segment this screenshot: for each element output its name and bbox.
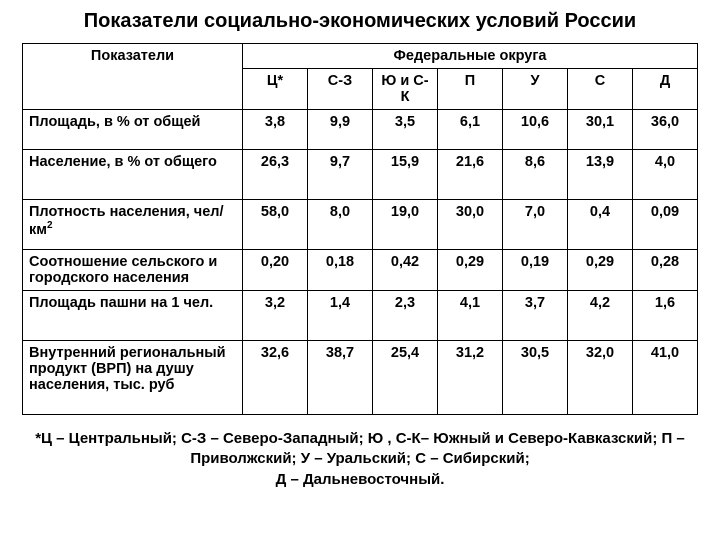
value-cell: 15,9	[373, 150, 438, 200]
page-root: Показатели социально-экономических услов…	[0, 0, 720, 540]
value-cell: 30,0	[438, 200, 503, 250]
value-cell: 31,2	[438, 341, 503, 415]
value-cell: 26,3	[243, 150, 308, 200]
value-cell: 25,4	[373, 341, 438, 415]
col-district-1: С-З	[308, 69, 373, 110]
footnote-line-1: *Ц – Центральный; С-З – Северо-Западный;…	[35, 430, 685, 467]
col-districts-group: Федеральные округа	[243, 44, 698, 69]
table-row: Площадь, в % от общей3,89,93,56,110,630,…	[23, 110, 698, 150]
value-cell: 1,6	[633, 291, 698, 341]
table-header: Показатели Федеральные округа Ц* С-З Ю и…	[23, 44, 698, 110]
table-body: Площадь, в % от общей3,89,93,56,110,630,…	[23, 110, 698, 415]
indicator-cell: Плотность населения, чел/км2	[23, 200, 243, 250]
page-title: Показатели социально-экономических услов…	[22, 10, 698, 33]
value-cell: 32,6	[243, 341, 308, 415]
value-cell: 3,5	[373, 110, 438, 150]
value-cell: 1,4	[308, 291, 373, 341]
value-cell: 8,0	[308, 200, 373, 250]
value-cell: 30,5	[503, 341, 568, 415]
value-cell: 0,29	[568, 250, 633, 291]
value-cell: 4,2	[568, 291, 633, 341]
col-district-6: Д	[633, 69, 698, 110]
table-row: Население, в % от общего26,39,715,921,68…	[23, 150, 698, 200]
value-cell: 32,0	[568, 341, 633, 415]
value-cell: 19,0	[373, 200, 438, 250]
indicator-cell: Площадь пашни на 1 чел.	[23, 291, 243, 341]
value-cell: 7,0	[503, 200, 568, 250]
value-cell: 13,9	[568, 150, 633, 200]
value-cell: 2,3	[373, 291, 438, 341]
header-row-1: Показатели Федеральные округа	[23, 44, 698, 69]
col-district-4: У	[503, 69, 568, 110]
table-row: Соотношение сельского и городского насел…	[23, 250, 698, 291]
col-district-2: Ю и С-К	[373, 69, 438, 110]
value-cell: 0,29	[438, 250, 503, 291]
value-cell: 8,6	[503, 150, 568, 200]
value-cell: 9,7	[308, 150, 373, 200]
table-row: Площадь пашни на 1 чел.3,21,42,34,13,74,…	[23, 291, 698, 341]
value-cell: 0,09	[633, 200, 698, 250]
footnote: *Ц – Центральный; С-З – Северо-Западный;…	[22, 429, 698, 490]
table-row: Внутренний региональный продукт (ВРП) на…	[23, 341, 698, 415]
col-district-3: П	[438, 69, 503, 110]
value-cell: 41,0	[633, 341, 698, 415]
col-indicators: Показатели	[23, 44, 243, 110]
value-cell: 21,6	[438, 150, 503, 200]
value-cell: 3,7	[503, 291, 568, 341]
value-cell: 3,8	[243, 110, 308, 150]
value-cell: 6,1	[438, 110, 503, 150]
value-cell: 0,18	[308, 250, 373, 291]
indicator-cell: Площадь, в % от общей	[23, 110, 243, 150]
indicator-cell: Население, в % от общего	[23, 150, 243, 200]
col-district-0: Ц*	[243, 69, 308, 110]
value-cell: 30,1	[568, 110, 633, 150]
footnote-line-2: Д – Дальневосточный.	[276, 471, 445, 488]
data-table: Показатели Федеральные округа Ц* С-З Ю и…	[22, 43, 698, 415]
indicator-cell: Соотношение сельского и городского насел…	[23, 250, 243, 291]
table-row: Плотность населения, чел/км258,08,019,03…	[23, 200, 698, 250]
indicator-cell: Внутренний региональный продукт (ВРП) на…	[23, 341, 243, 415]
value-cell: 9,9	[308, 110, 373, 150]
value-cell: 0,42	[373, 250, 438, 291]
superscript: 2	[47, 220, 53, 231]
col-district-5: С	[568, 69, 633, 110]
value-cell: 0,19	[503, 250, 568, 291]
value-cell: 3,2	[243, 291, 308, 341]
value-cell: 4,0	[633, 150, 698, 200]
value-cell: 0,20	[243, 250, 308, 291]
value-cell: 36,0	[633, 110, 698, 150]
value-cell: 10,6	[503, 110, 568, 150]
value-cell: 58,0	[243, 200, 308, 250]
value-cell: 38,7	[308, 341, 373, 415]
value-cell: 0,28	[633, 250, 698, 291]
value-cell: 0,4	[568, 200, 633, 250]
value-cell: 4,1	[438, 291, 503, 341]
